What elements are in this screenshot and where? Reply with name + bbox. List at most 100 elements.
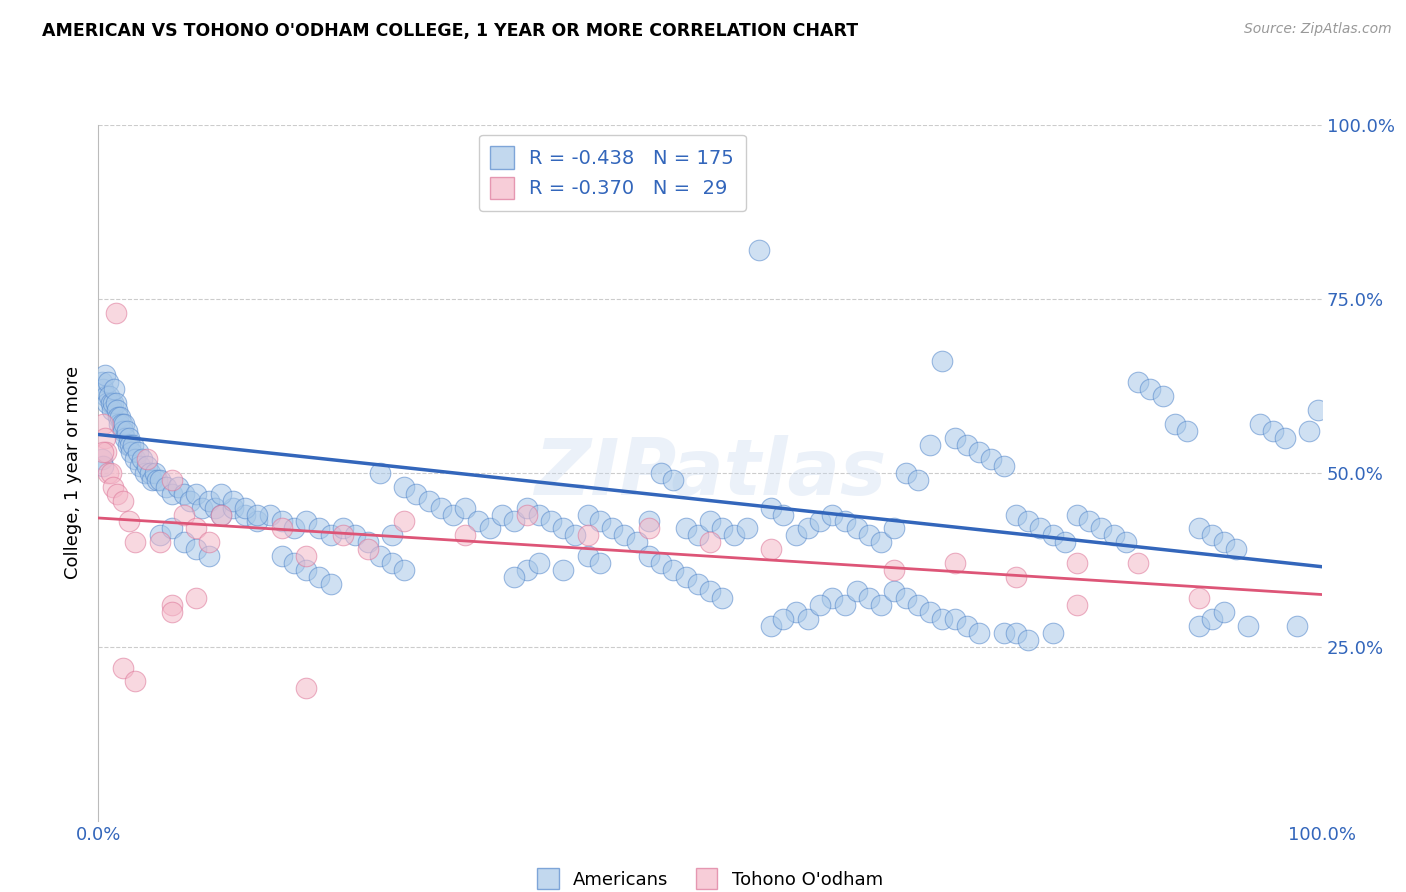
Point: [576, 549, 599, 564]
Point: [980, 451, 1002, 466]
Point: [515, 563, 537, 577]
Point: [233, 500, 256, 515]
Point: [131, 451, 153, 466]
Point: [735, 521, 758, 535]
Point: [110, 410, 132, 425]
Point: [392, 563, 416, 577]
Point: [638, 549, 661, 564]
Point: [834, 515, 856, 529]
Point: [332, 521, 354, 535]
Point: [160, 473, 183, 487]
Point: [173, 535, 195, 549]
Point: [920, 438, 942, 452]
Point: [600, 521, 623, 535]
Point: [222, 500, 245, 515]
Point: [711, 521, 734, 535]
Point: [270, 521, 294, 535]
Point: [993, 625, 1015, 640]
Point: [295, 549, 318, 564]
Point: [491, 508, 513, 522]
Point: [883, 563, 905, 577]
Point: [1237, 619, 1260, 633]
Y-axis label: College, 1 year or more: College, 1 year or more: [65, 367, 83, 579]
Point: [1152, 389, 1174, 403]
Point: [430, 500, 453, 515]
Point: [943, 612, 966, 626]
Point: [638, 515, 661, 529]
Point: [143, 466, 166, 480]
Point: [127, 445, 149, 459]
Point: [356, 535, 378, 549]
Point: [197, 493, 219, 508]
Point: [894, 591, 917, 605]
Point: [858, 591, 880, 605]
Point: [101, 480, 124, 494]
Point: [112, 417, 135, 431]
Point: [589, 515, 612, 529]
Point: [675, 521, 697, 535]
Point: [1188, 591, 1211, 605]
Point: [209, 508, 232, 522]
Point: [111, 660, 134, 674]
Point: [356, 542, 378, 557]
Point: [858, 528, 880, 542]
Point: [204, 500, 226, 515]
Point: [111, 493, 134, 508]
Point: [686, 528, 709, 542]
Point: [97, 376, 120, 390]
Point: [120, 438, 142, 452]
Point: [283, 556, 305, 570]
Point: [100, 466, 122, 480]
Point: [124, 535, 146, 549]
Point: [1164, 417, 1187, 431]
Point: [1188, 619, 1211, 633]
Point: [650, 466, 672, 480]
Point: [118, 431, 141, 445]
Point: [186, 521, 208, 535]
Point: [93, 431, 115, 445]
Point: [1115, 535, 1137, 549]
Point: [344, 528, 367, 542]
Point: [883, 521, 905, 535]
Point: [186, 591, 208, 605]
Point: [97, 466, 120, 480]
Point: [589, 556, 612, 570]
Point: [160, 521, 183, 535]
Point: [931, 612, 953, 626]
Point: [129, 458, 152, 473]
Point: [295, 515, 318, 529]
Point: [392, 515, 416, 529]
Point: [259, 508, 281, 522]
Point: [576, 528, 599, 542]
Point: [91, 376, 114, 390]
Point: [308, 521, 330, 535]
Point: [1128, 556, 1150, 570]
Point: [368, 466, 391, 480]
Point: [91, 451, 114, 466]
Point: [454, 528, 477, 542]
Point: [101, 396, 124, 410]
Point: [931, 354, 953, 368]
Point: [197, 549, 219, 564]
Point: [503, 570, 526, 584]
Point: [381, 528, 404, 542]
Point: [124, 674, 146, 689]
Point: [117, 438, 139, 452]
Point: [1261, 424, 1284, 438]
Point: [233, 508, 256, 522]
Point: [1225, 542, 1247, 557]
Point: [478, 521, 501, 535]
Point: [120, 445, 142, 459]
Point: [723, 528, 745, 542]
Point: [956, 619, 979, 633]
Point: [160, 605, 183, 619]
Point: [454, 500, 477, 515]
Point: [149, 473, 172, 487]
Point: [114, 431, 136, 445]
Point: [1298, 424, 1320, 438]
Point: [613, 528, 636, 542]
Point: [319, 577, 342, 591]
Point: [173, 486, 195, 500]
Point: [527, 508, 550, 522]
Point: [772, 612, 794, 626]
